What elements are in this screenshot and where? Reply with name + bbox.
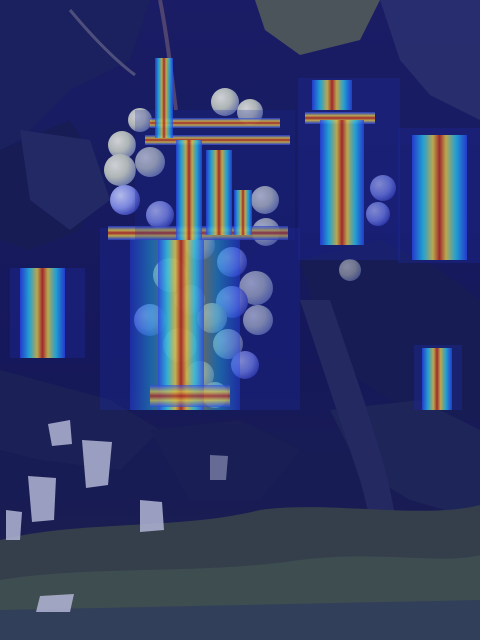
tendril — [68, 9, 136, 77]
heatmap-overlay — [10, 58, 480, 410]
grape-bags — [6, 420, 228, 612]
